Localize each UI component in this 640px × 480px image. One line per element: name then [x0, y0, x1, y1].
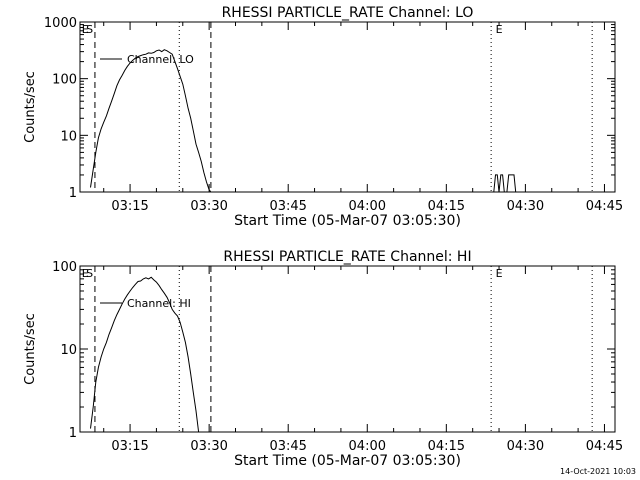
- y-tick-label: 1000: [44, 16, 77, 31]
- legend-label: Channel: LO: [127, 53, 194, 66]
- legend-label: Channel: HI: [127, 297, 191, 310]
- x-tick-label: 04:00: [349, 199, 386, 214]
- x-tick-label: 04:15: [428, 199, 465, 214]
- series-line-1: [493, 174, 518, 193]
- x-tick-label: 04:45: [586, 439, 623, 454]
- series-line-0: [90, 276, 200, 433]
- y-tick-label: 10: [60, 343, 77, 358]
- plot-frame: [79, 21, 616, 193]
- x-tick-label: 04:45: [586, 199, 623, 214]
- x-tick-label: 04:30: [507, 199, 544, 214]
- marker-label: S: [86, 267, 93, 280]
- x-tick-label: 03:15: [111, 199, 148, 214]
- series-line-0: [90, 49, 212, 193]
- x-tick-label: 03:30: [190, 199, 227, 214]
- x-tick-label: 04:00: [349, 439, 386, 454]
- x-tick-label: 03:45: [269, 439, 306, 454]
- hi-channel-panel: RHESSI PARTICLE_RATE Channel: HI 1 10 100 03…: [23, 249, 623, 469]
- marker-label: E: [496, 267, 503, 280]
- marker-label: E: [496, 23, 503, 36]
- y-tick-label: 10: [60, 129, 77, 144]
- y-tick-label: 1: [69, 186, 77, 201]
- x-tick-label: 04:15: [428, 439, 465, 454]
- marker-label: S: [86, 23, 93, 36]
- y-axis-label: Counts/sec: [23, 71, 38, 143]
- lo-channel-panel: RHESSI PARTICLE_RATE Channel: LO 1 10 100 10…: [23, 5, 623, 229]
- x-axis-label: Start Time (05-Mar-07 03:05:30): [234, 213, 461, 229]
- y-axis-label: Counts/sec: [23, 313, 38, 385]
- x-axis-label: Start Time (05-Mar-07 03:05:30): [234, 453, 461, 469]
- marker-label: E: [82, 267, 89, 280]
- x-tick-label: 03:45: [269, 199, 306, 214]
- chart-title: RHESSI PARTICLE_RATE Channel: LO: [222, 5, 474, 21]
- marker-label: E: [82, 23, 89, 36]
- y-tick-label: 1: [69, 426, 77, 441]
- x-tick-label: 03:15: [111, 439, 148, 454]
- y-tick-label: 100: [52, 260, 77, 275]
- chart-title: RHESSI PARTICLE_RATE Channel: HI: [223, 249, 471, 265]
- footer-date: 14-Oct-2021 10:03: [560, 467, 636, 476]
- x-tick-label: 04:30: [507, 439, 544, 454]
- plot-frame: [79, 265, 616, 433]
- y-tick-label: 100: [52, 73, 77, 88]
- x-tick-label: 03:30: [190, 439, 227, 454]
